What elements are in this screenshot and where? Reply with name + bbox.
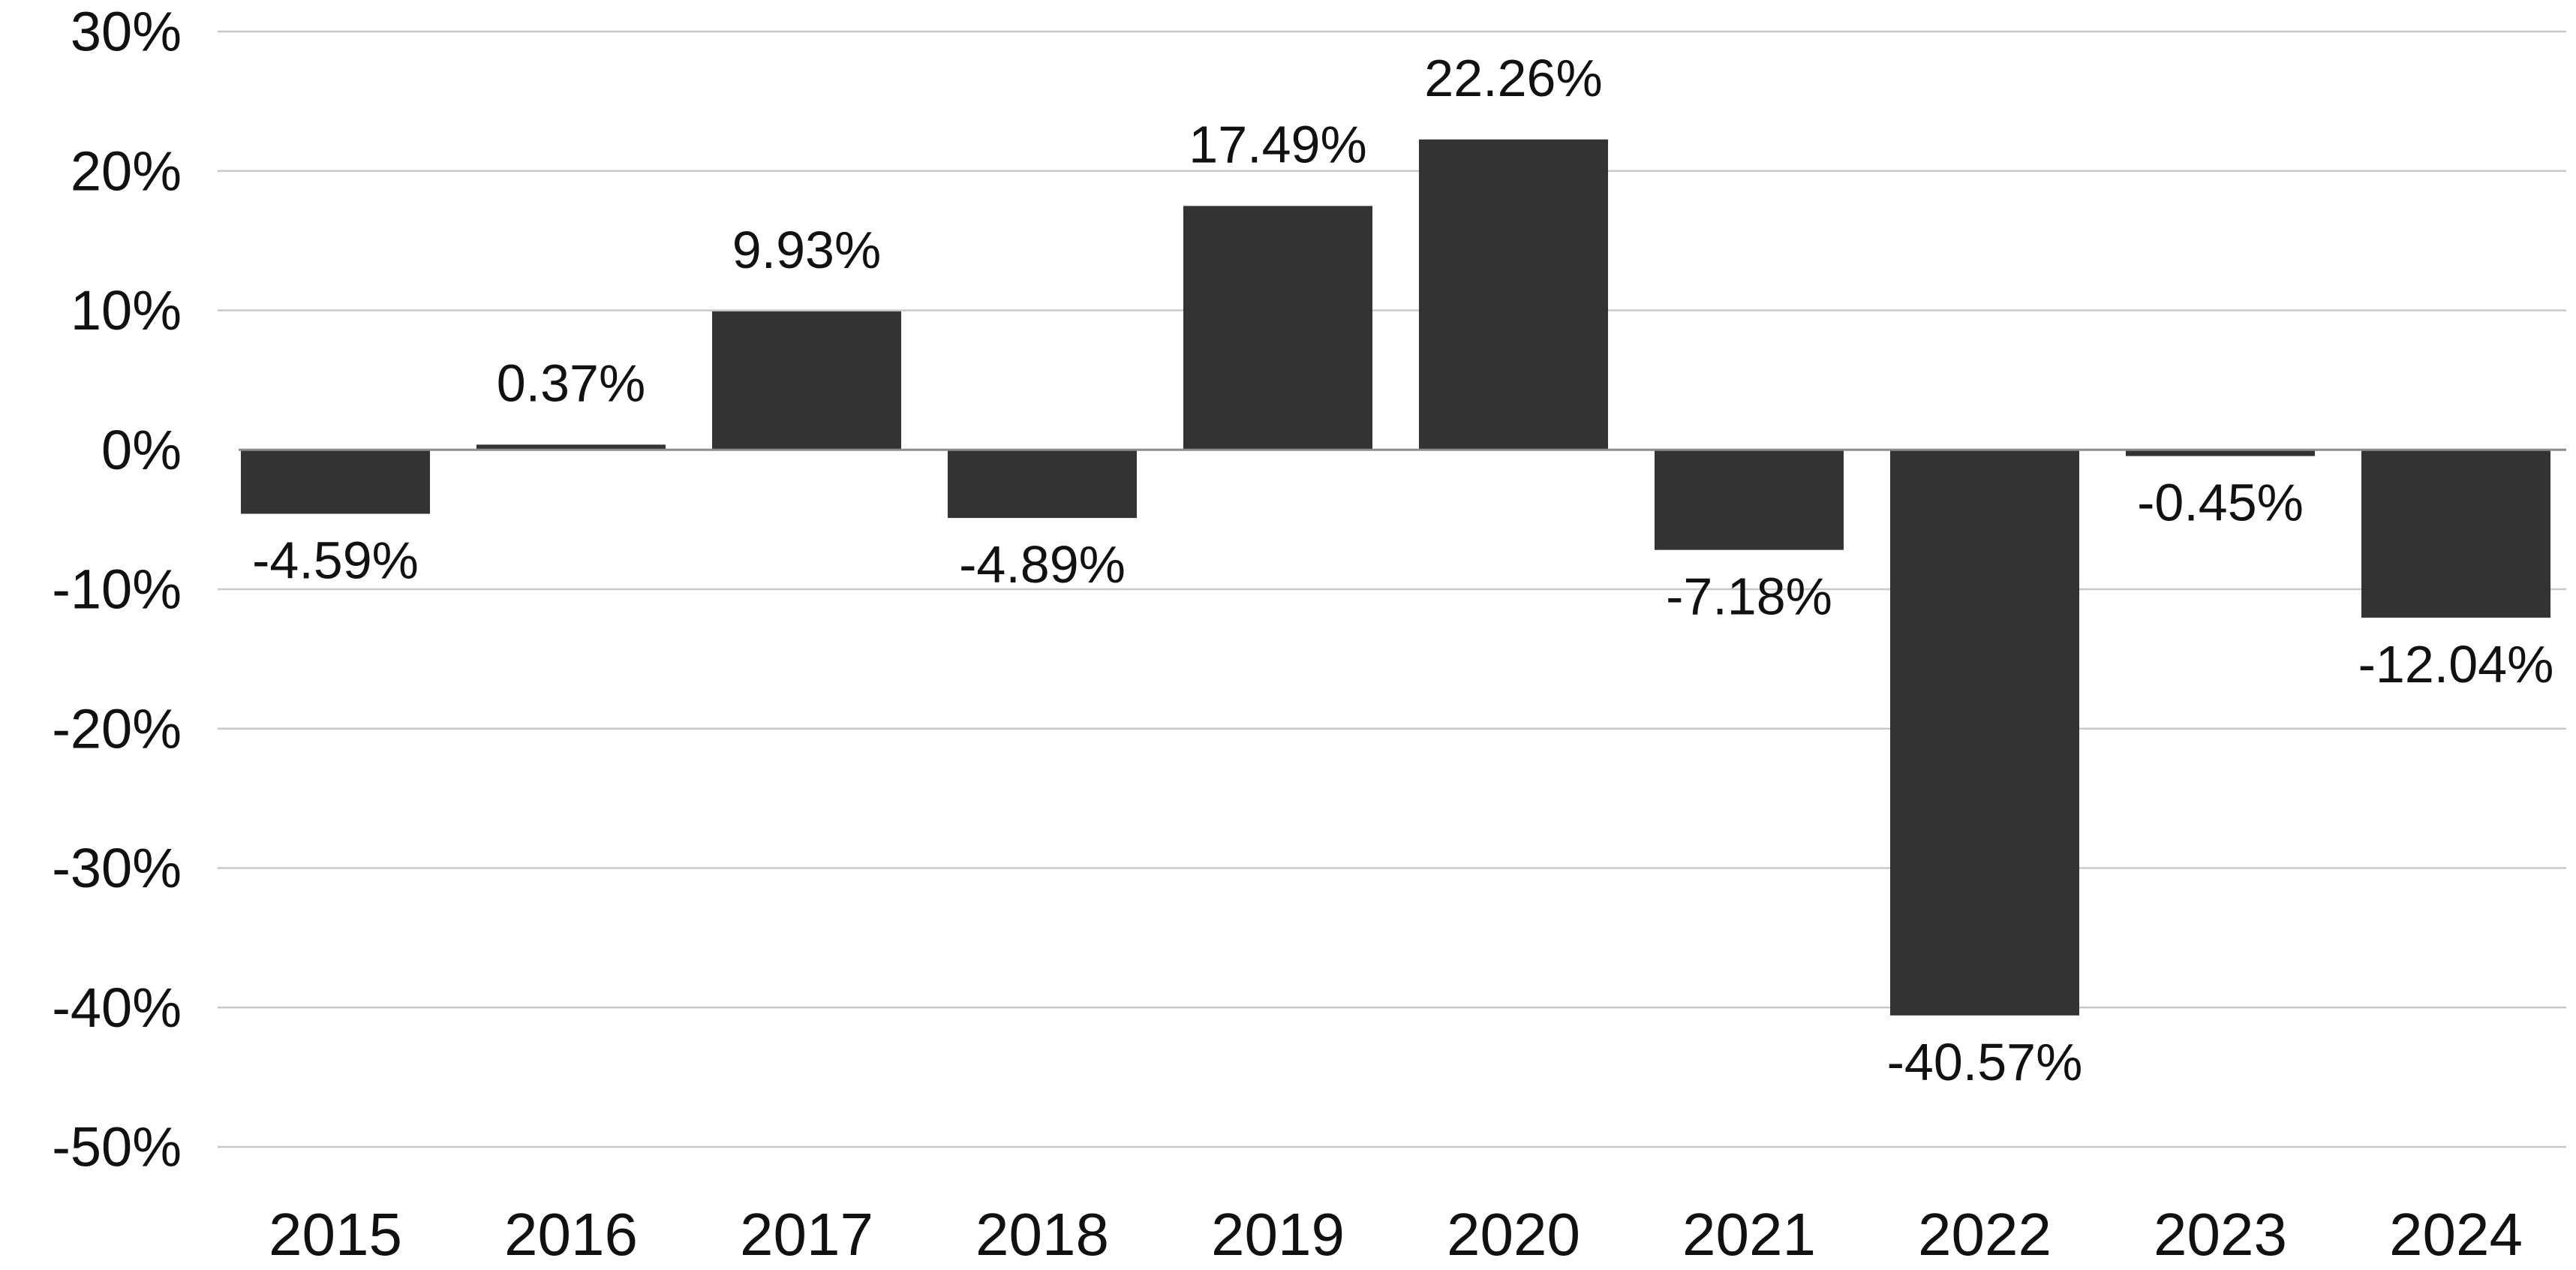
- bar-2015: [241, 450, 430, 514]
- y-tick-label: -40%: [52, 977, 182, 1039]
- data-label-2023: -0.45%: [2137, 474, 2304, 532]
- data-label-2021: -7.18%: [1666, 567, 1832, 626]
- x-tick-label: 2023: [2154, 1201, 2287, 1268]
- x-tick-label: 2017: [740, 1201, 873, 1268]
- data-label-2018: -4.89%: [959, 535, 1126, 594]
- x-tick-label: 2021: [1682, 1201, 1816, 1268]
- y-tick-label: 20%: [71, 140, 182, 202]
- bar-2022: [1890, 450, 2079, 1016]
- y-tick-label: 10%: [71, 279, 182, 342]
- y-tick-label: 0%: [101, 419, 182, 481]
- data-label-2024: -12.04%: [2358, 635, 2554, 694]
- y-tick-label: 30%: [71, 1, 182, 63]
- x-tick-label: 2016: [504, 1201, 638, 1268]
- bar-2019: [1183, 206, 1372, 450]
- y-axis-tick-labels: 30% 20% 10% 0% -10% -20% -30% -40% -50%: [52, 1, 182, 1178]
- bar-2020: [1419, 139, 1608, 450]
- bar-2017: [712, 311, 901, 450]
- x-axis-tick-labels: 2015 2016 2017 2018 2019 2020 2021 2022 2023 2024: [269, 1201, 2523, 1268]
- data-label-2022: -40.57%: [1887, 1033, 2083, 1091]
- x-tick-label: 2019: [1211, 1201, 1345, 1268]
- data-label-2019: 17.49%: [1189, 115, 1366, 173]
- bar-2018: [948, 450, 1137, 519]
- y-tick-label: -50%: [52, 1116, 182, 1178]
- x-tick-label: 2018: [975, 1201, 1109, 1268]
- bars: [241, 139, 2550, 1016]
- data-label-2016: 0.37%: [497, 354, 645, 412]
- x-tick-label: 2015: [269, 1201, 402, 1268]
- x-tick-label: 2024: [2389, 1201, 2523, 1268]
- bar-2021: [1655, 450, 1844, 550]
- y-tick-label: -10%: [52, 558, 182, 621]
- bar-2023: [2126, 450, 2315, 456]
- data-label-2017: 9.93%: [732, 221, 881, 279]
- data-labels: -4.59% 0.37% 9.93% -4.89% 17.49% 22.26% -7.18%…: [252, 49, 2553, 1091]
- data-label-2015: -4.59%: [252, 531, 419, 590]
- bar-2024: [2361, 450, 2550, 618]
- x-tick-label: 2022: [1918, 1201, 2051, 1268]
- y-tick-label: -20%: [52, 697, 182, 760]
- x-tick-label: 2020: [1447, 1201, 1580, 1268]
- gridlines: [218, 30, 2566, 1148]
- y-tick-label: -30%: [52, 837, 182, 899]
- bar-2016: [476, 444, 666, 450]
- data-label-2020: 22.26%: [1424, 49, 1602, 107]
